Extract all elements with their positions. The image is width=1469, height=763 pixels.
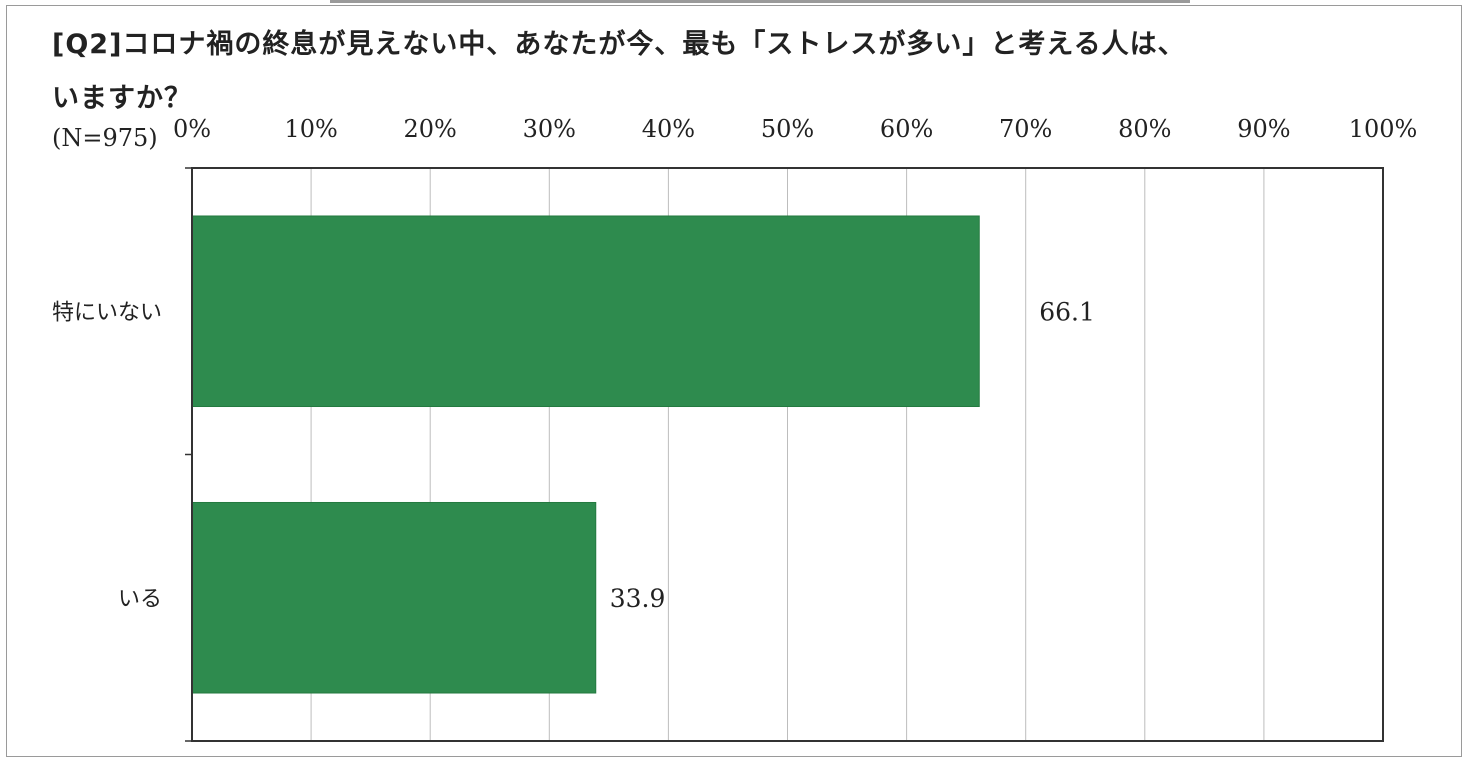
- x-tick-label: 50%: [761, 115, 814, 143]
- bars: [191, 215, 980, 694]
- data-label: 66.1: [1039, 297, 1095, 326]
- chart-title-line-2: いますか？: [52, 83, 192, 114]
- chart-title-line-1: [Q2]コロナ禍の終息が見えない中、あなたが今、最も「ストレスが多い」と考える人…: [52, 29, 1186, 60]
- sample-size-label: (N=975): [52, 124, 158, 152]
- x-tick-label: 80%: [1118, 115, 1171, 143]
- bar: [191, 215, 980, 408]
- plot-area-border: [185, 167, 1384, 742]
- top-rule: [330, 0, 1190, 3]
- x-tick-label: 0%: [173, 115, 211, 143]
- x-tick-label: 70%: [999, 115, 1052, 143]
- data-labels: 66.1 33.9: [610, 297, 1095, 613]
- x-tick-label: 30%: [523, 115, 576, 143]
- bar: [191, 501, 597, 694]
- x-tick-label: 20%: [404, 115, 457, 143]
- x-tick-label: 60%: [880, 115, 933, 143]
- x-tick-label: 10%: [284, 115, 337, 143]
- category-label: いる: [118, 587, 162, 612]
- x-axis-tick-labels: 0% 10% 20% 30% 40% 50% 60% 70% 80% 90% 100%: [173, 115, 1417, 143]
- chart-frame: [6, 5, 1462, 757]
- x-tick-label: 90%: [1237, 115, 1290, 143]
- x-tick-label: 100%: [1349, 115, 1418, 143]
- x-tick-label: 40%: [642, 115, 695, 143]
- category-label: 特にいない: [52, 300, 162, 325]
- data-label: 33.9: [610, 584, 666, 613]
